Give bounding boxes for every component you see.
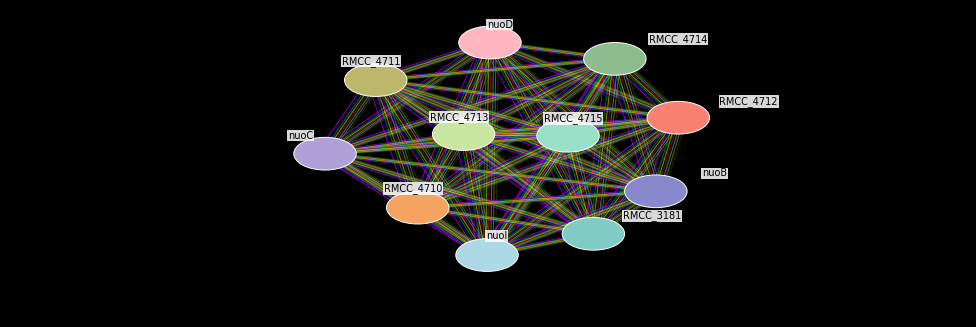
Text: RMCC_4712: RMCC_4712 xyxy=(719,96,778,107)
Text: RMCC_4715: RMCC_4715 xyxy=(544,113,602,124)
Ellipse shape xyxy=(432,118,495,150)
Text: RMCC_4710: RMCC_4710 xyxy=(384,183,442,194)
Text: nuoI: nuoI xyxy=(486,231,508,241)
Ellipse shape xyxy=(562,217,625,250)
Ellipse shape xyxy=(584,43,646,75)
Ellipse shape xyxy=(294,137,356,170)
Ellipse shape xyxy=(647,101,710,134)
Ellipse shape xyxy=(625,175,687,208)
Ellipse shape xyxy=(456,239,518,271)
Text: nuoD: nuoD xyxy=(487,20,512,29)
Text: RMCC_4714: RMCC_4714 xyxy=(649,34,708,45)
Text: RMCC_4713: RMCC_4713 xyxy=(429,112,488,123)
Ellipse shape xyxy=(459,26,521,59)
Text: nuoB: nuoB xyxy=(702,168,727,178)
Ellipse shape xyxy=(537,119,599,152)
Text: nuoC: nuoC xyxy=(288,131,313,141)
Text: RMCC_3181: RMCC_3181 xyxy=(623,210,681,221)
Ellipse shape xyxy=(386,191,449,224)
Ellipse shape xyxy=(345,64,407,96)
Text: RMCC_4711: RMCC_4711 xyxy=(342,56,400,67)
